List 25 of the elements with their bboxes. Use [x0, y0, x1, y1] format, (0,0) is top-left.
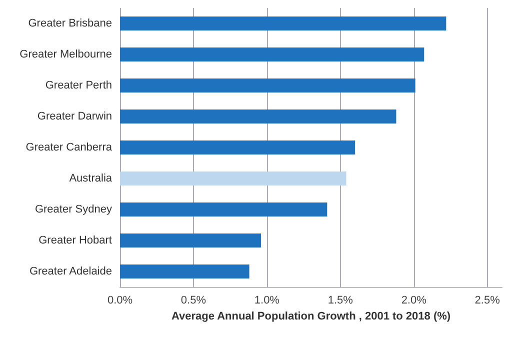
y-tick-label: Australia	[69, 172, 113, 184]
bar	[120, 48, 424, 62]
bar	[120, 140, 356, 154]
y-tick-label: Greater Hobart	[38, 234, 112, 246]
bar	[120, 78, 416, 92]
x-tick-label: 0.5%	[180, 294, 206, 306]
x-tick-label: 2.0%	[401, 294, 427, 306]
bar	[120, 264, 250, 278]
x-tick-label: 2.5%	[474, 294, 500, 306]
bar	[120, 110, 396, 124]
y-tick-label: Greater Darwin	[37, 110, 112, 122]
y-tick-label: Greater Brisbane	[28, 18, 112, 30]
x-tick-label: 0.0%	[107, 294, 133, 306]
x-axis-title: Average Annual Population Growth , 2001 to 2018 (%)	[171, 310, 451, 322]
bar	[120, 202, 328, 216]
y-tick-label: Greater Melbourne	[20, 48, 112, 60]
bar	[120, 234, 262, 248]
x-tick-label: 1.5%	[328, 294, 354, 306]
y-tick-label: Greater Sydney	[34, 204, 112, 216]
y-tick-label: Greater Adelaide	[29, 266, 112, 278]
bar	[120, 16, 446, 30]
bar	[120, 172, 346, 186]
y-tick-label: Greater Perth	[45, 80, 112, 92]
y-tick-label: Greater Canberra	[26, 142, 113, 154]
x-tick-label: 1.0%	[254, 294, 280, 306]
